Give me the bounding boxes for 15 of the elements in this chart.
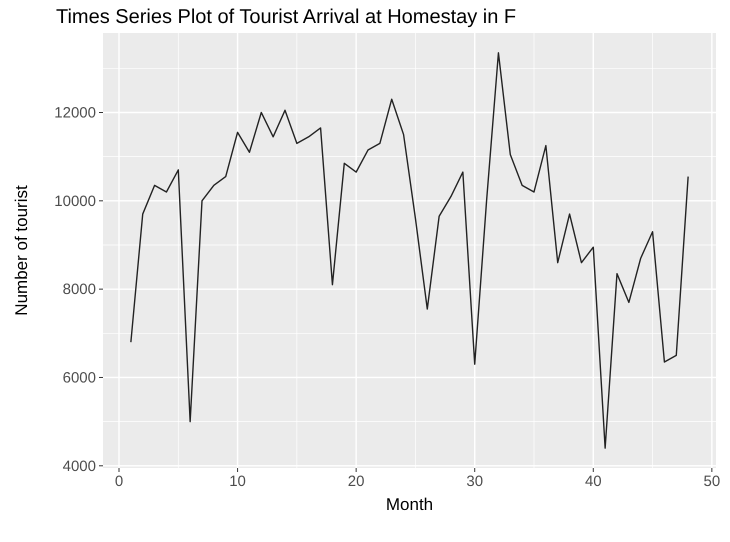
x-tick-label: 20 (348, 473, 364, 490)
x-tick-label: 40 (584, 473, 602, 490)
x-tick-label: 10 (229, 473, 246, 490)
x-tick-label: 0 (114, 473, 124, 490)
y-tick-label: 4000 (62, 458, 96, 475)
line-series (130, 52, 689, 449)
chart-title: Times Series Plot of Tourist Arrival at Homestay in F (56, 6, 516, 28)
x-axis-title: Month (386, 495, 434, 514)
y-tick-label: 8000 (62, 281, 96, 298)
x-tick-label: 30 (466, 473, 484, 490)
y-tick-label: 10000 (54, 192, 96, 210)
y-axis-title: Number of tourist (12, 185, 31, 316)
y-tick-label: 6000 (62, 369, 96, 386)
y-tick-label: 12000 (54, 104, 96, 122)
x-tick-label: 50 (704, 473, 720, 490)
